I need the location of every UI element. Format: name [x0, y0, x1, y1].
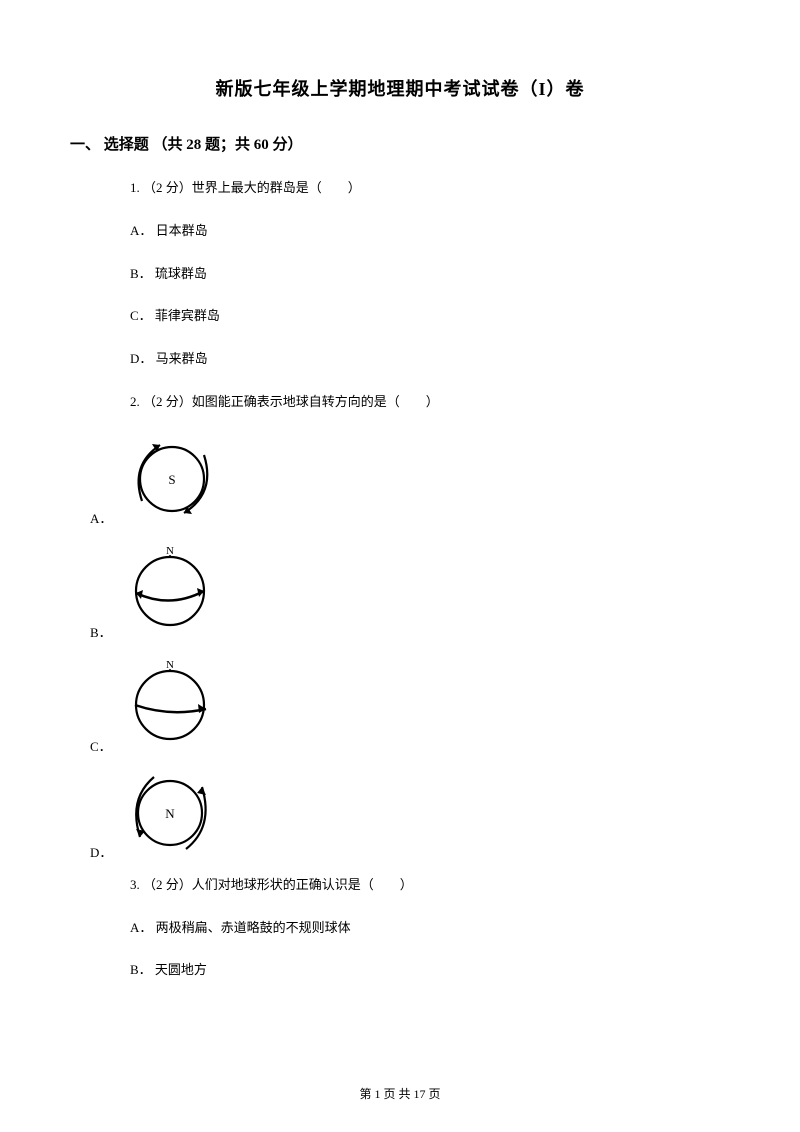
q1-option-a: A． 日本群岛 [130, 221, 730, 242]
footer-label-3: 页 [429, 1087, 441, 1101]
diagram-d-icon: N [122, 769, 218, 861]
svg-text:S: S [168, 472, 175, 487]
diagram-b-icon: N [122, 541, 218, 641]
q2-option-a-label: A． [90, 508, 114, 527]
footer-current-page: 1 [374, 1087, 380, 1101]
q1-option-b: B． 琉球群岛 [130, 264, 730, 285]
footer-label-2: 页 共 [383, 1087, 410, 1101]
footer-total-page: 17 [414, 1087, 426, 1101]
q2-option-d: D． N [90, 769, 730, 861]
q2-option-b-label: B． [90, 622, 114, 641]
section-number: 一、 [70, 137, 100, 153]
diagram-c-icon: N [122, 655, 218, 755]
q3-option-a: A． 两极稍扁、赤道略鼓的不规则球体 [130, 918, 730, 939]
q3-option-b: B． 天圆地方 [130, 960, 730, 981]
q2-option-c-label: C． [90, 736, 114, 755]
q2-option-a: A． S [90, 435, 730, 527]
exam-title: 新版七年级上学期地理期中考试试卷（I）卷 [70, 75, 730, 101]
q1-option-c: C． 菲律宾群岛 [130, 306, 730, 327]
footer-label-1: 第 [359, 1087, 371, 1101]
q2-option-d-label: D． [90, 842, 114, 861]
section-meta: （共 28 题；共 60 分） [153, 137, 303, 153]
section-label: 选择题 [104, 137, 149, 153]
q1-option-d: D． 马来群岛 [130, 349, 730, 370]
diagram-a-icon: S [122, 435, 218, 527]
page-footer: 第 1 页 共 17 页 [0, 1085, 800, 1102]
section-header: 一、 选择题 （共 28 题；共 60 分） [70, 133, 730, 154]
q1-stem: 1. （2 分）世界上最大的群岛是（ ） [130, 178, 730, 199]
q3-stem: 3. （2 分）人们对地球形状的正确认识是（ ） [130, 875, 730, 896]
q2-option-c: C． N [90, 655, 730, 755]
svg-text:N: N [165, 806, 175, 821]
q2-option-b: B． N [90, 541, 730, 641]
q2-stem: 2. （2 分）如图能正确表示地球自转方向的是（ ） [130, 392, 730, 413]
